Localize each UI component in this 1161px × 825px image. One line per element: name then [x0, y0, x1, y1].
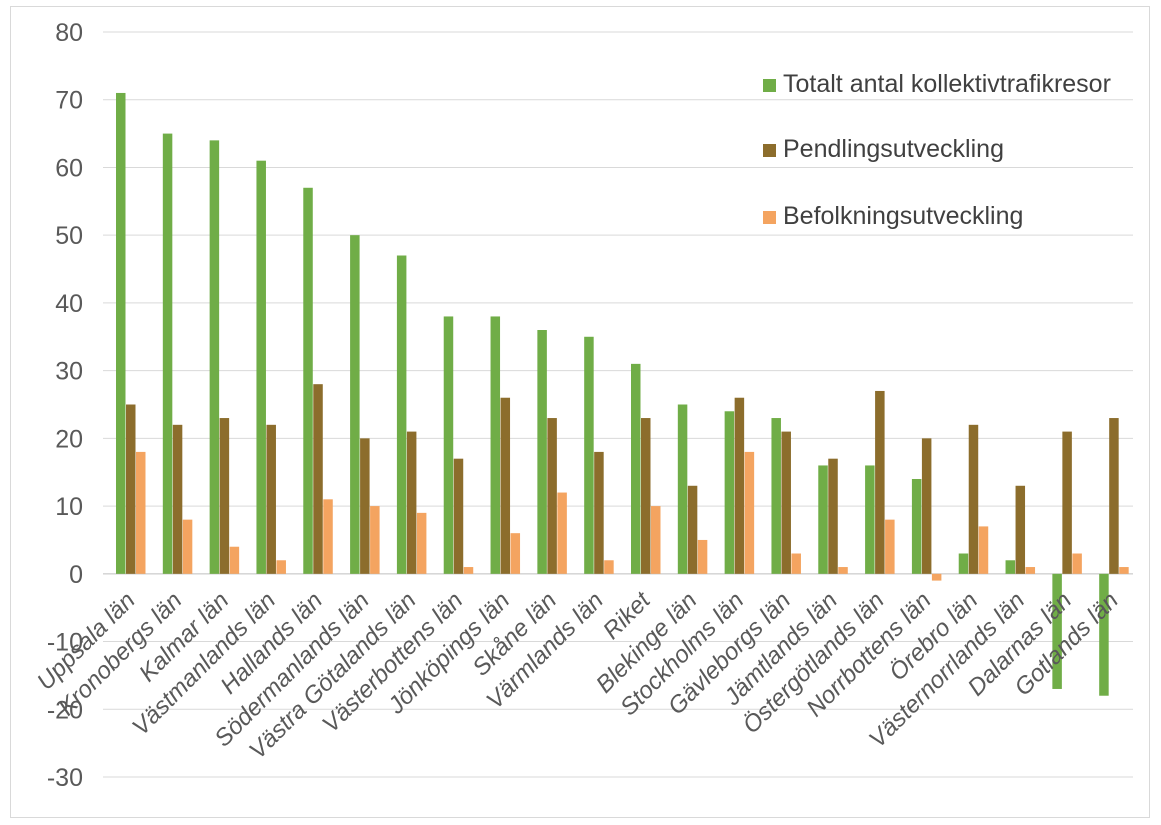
bar-pendling — [594, 451, 604, 574]
bar-totalt — [631, 363, 641, 574]
y-tick-label: 80 — [55, 19, 83, 47]
bar-befolkning — [744, 451, 755, 574]
legend-label: Befolkningsutveckling — [783, 202, 1023, 230]
bar-befolkning — [604, 560, 614, 574]
bar-befolkning — [1025, 567, 1036, 574]
bar-totalt — [162, 133, 173, 574]
bar-totalt — [818, 465, 828, 574]
y-tick-label: 70 — [55, 87, 83, 115]
bar-chart: 80 70 60 50 40 30 20 10 0 -10 -20 -30 Uppsala länKr… — [32, 19, 1133, 792]
bar-pendling — [1109, 418, 1119, 574]
bar-befolkning — [370, 506, 380, 574]
bar-befolkning — [229, 546, 240, 574]
bar-totalt — [490, 316, 501, 574]
y-tick-label: 40 — [55, 290, 83, 318]
chart-frame: 80 70 60 50 40 30 20 10 0 -10 -20 -30 Uppsala län Kr… — [10, 6, 1150, 818]
y-tick-label: 60 — [55, 154, 83, 182]
bar-pendling — [172, 424, 183, 574]
bar-befolkning — [276, 560, 286, 574]
bar-befolkning — [697, 539, 708, 574]
bar-totalt — [1099, 573, 1109, 696]
legend-swatch — [763, 144, 776, 157]
bar-pendling — [453, 458, 464, 574]
bar-totalt — [958, 553, 969, 574]
bar-befolkning — [510, 533, 521, 574]
bar-befolkning — [182, 519, 193, 574]
bar-befolkning — [136, 451, 146, 574]
bar-befolkning — [978, 526, 989, 574]
legend-label: Pendlingsutveckling — [783, 135, 1004, 163]
bar-totalt — [209, 140, 220, 574]
bar-pendling — [547, 418, 557, 574]
bar-befolkning — [557, 492, 567, 574]
bar-befolkning — [1072, 553, 1082, 574]
bar-pendling — [1062, 431, 1072, 574]
y-tick-label: 50 — [55, 222, 83, 250]
legend-swatch — [763, 79, 776, 92]
bar-totalt — [303, 187, 313, 574]
bar-totalt — [116, 92, 126, 574]
bar-totalt — [350, 235, 360, 574]
bar-pendling — [968, 424, 979, 574]
bar-pendling — [781, 431, 791, 574]
bar-pendling — [500, 397, 511, 574]
bar-totalt — [865, 465, 875, 574]
legend-swatch — [763, 211, 776, 224]
bar-totalt — [1052, 573, 1062, 689]
bar-pendling — [641, 418, 651, 574]
bar-pendling — [734, 397, 745, 574]
y-tick-label: 0 — [69, 561, 83, 589]
bar-pendling — [219, 418, 230, 574]
bar-pendling — [360, 438, 370, 574]
y-tick-label: 20 — [55, 425, 83, 453]
gridlines — [103, 31, 1133, 778]
bar-pendling — [875, 390, 885, 574]
bar-befolkning — [651, 506, 661, 574]
y-tick-label: -30 — [47, 764, 83, 792]
bar-befolkning — [931, 573, 942, 581]
y-tick-label: -20 — [47, 696, 83, 724]
y-tick-label: 10 — [55, 493, 83, 521]
bar-befolkning — [1119, 567, 1129, 574]
bar-pendling — [1015, 485, 1026, 574]
bar-totalt — [677, 404, 688, 574]
bar-befolkning — [885, 519, 895, 574]
bar-totalt — [724, 411, 735, 574]
bar-pendling — [687, 485, 698, 574]
y-axis-ticks: 80 70 60 50 40 30 20 10 0 -10 -20 -30 — [47, 19, 83, 792]
bar-pendling — [406, 431, 417, 574]
bar-totalt — [443, 316, 454, 574]
bar-totalt — [584, 336, 594, 574]
y-tick-label: -10 — [47, 629, 83, 657]
bar-totalt — [771, 418, 781, 574]
legend-label: Totalt antal kollektivtrafikresor — [783, 70, 1111, 98]
bar-totalt — [537, 330, 547, 574]
bar-befolkning — [323, 499, 333, 574]
bar-totalt — [256, 160, 266, 574]
bar-pendling — [266, 424, 276, 574]
bar-befolkning — [838, 567, 848, 574]
bar-pendling — [313, 384, 323, 574]
bar-totalt — [1005, 560, 1016, 574]
bar-befolkning — [416, 512, 427, 574]
bars — [116, 92, 1129, 696]
bar-pendling — [126, 404, 136, 574]
bar-totalt — [911, 479, 922, 574]
legend: Totalt antal kollektivtrafikresor Pendlin… — [763, 70, 1111, 230]
bar-pendling — [828, 458, 838, 574]
bar-befolkning — [791, 553, 801, 574]
y-tick-label: 30 — [55, 358, 83, 386]
bar-totalt — [396, 255, 407, 574]
bar-pendling — [921, 438, 932, 574]
bar-befolkning — [463, 567, 474, 574]
